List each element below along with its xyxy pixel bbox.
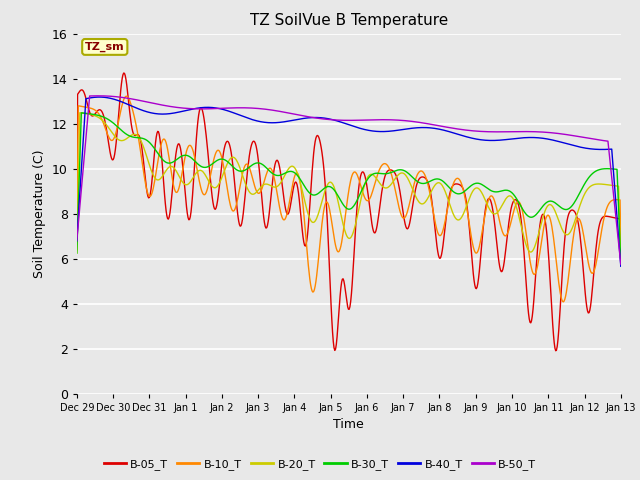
Title: TZ SoilVue B Temperature: TZ SoilVue B Temperature [250,13,448,28]
Legend: B-05_T, B-10_T, B-20_T, B-30_T, B-40_T, B-50_T: B-05_T, B-10_T, B-20_T, B-30_T, B-40_T, … [99,455,541,474]
Text: TZ_sm: TZ_sm [85,42,125,52]
Y-axis label: Soil Temperature (C): Soil Temperature (C) [33,149,46,278]
X-axis label: Time: Time [333,418,364,431]
